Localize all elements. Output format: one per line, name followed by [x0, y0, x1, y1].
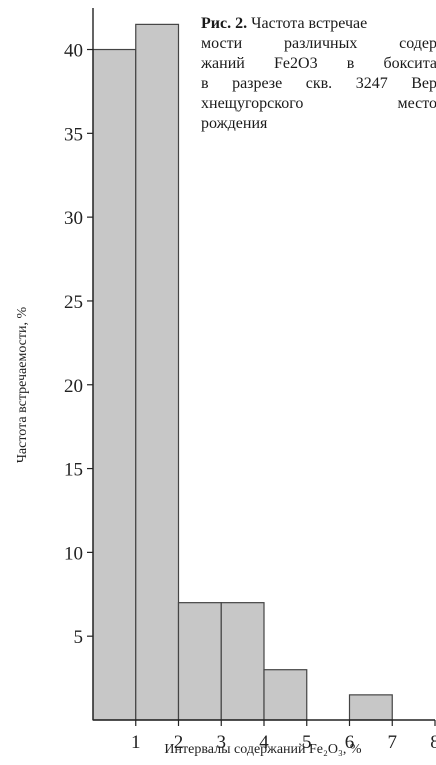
y-tick-label-30: 30	[64, 208, 83, 229]
y-tick-label-5: 5	[74, 627, 84, 648]
caption-line-5: хнещугорского место	[201, 95, 436, 112]
caption-line-6: рождения	[201, 115, 268, 132]
y-axis-title: Частота встречаемости, %	[15, 306, 30, 463]
y-tick-label-35: 35	[64, 124, 83, 145]
x-tick-label-3: 3	[217, 732, 227, 753]
caption-label: Рис. 2.	[201, 15, 248, 32]
caption-line-4: в разрезе скв. 3247 Вер	[201, 75, 436, 92]
bar-1	[92, 48, 137, 721]
x-tick-label-8: 8	[430, 732, 436, 753]
bar-3	[177, 602, 222, 721]
x-tick-label-5: 5	[302, 732, 312, 753]
caption-line-3: жаний Fe2O3 в боксита	[201, 55, 436, 72]
x-tick-label-6: 6	[345, 732, 355, 753]
bar-2	[135, 23, 180, 721]
bars-layer	[92, 23, 393, 721]
y-tick-label-40: 40	[64, 41, 83, 62]
y-tick-label-20: 20	[64, 376, 83, 397]
caption-line-1: Рис. 2. Частота встречае	[201, 14, 436, 34]
bar-4	[220, 602, 265, 721]
y-tick-label-10: 10	[64, 543, 83, 564]
x-tick-label-1: 1	[131, 732, 141, 753]
y-tick-label-15: 15	[64, 460, 83, 481]
bar-7	[348, 694, 393, 721]
ticks-layer: 5 10 15 20 25 30 35 40 1 2 3 4 5 6 7 8	[64, 41, 436, 753]
x-tick-label-7: 7	[388, 732, 398, 753]
caption-line-1-text: Частота встречае	[251, 15, 368, 32]
x-tick-label-2: 2	[174, 732, 184, 753]
x-axis-title: Интервалы содержаний Fe₂O₃, %	[164, 742, 361, 757]
x-tick-label-4: 4	[259, 732, 269, 753]
bar-5	[263, 669, 308, 721]
y-tick-label-25: 25	[64, 292, 83, 313]
figure-caption: Рис. 2. Частота встречае мости различных…	[201, 14, 436, 134]
caption-line-2: мости различных содер	[201, 35, 436, 52]
